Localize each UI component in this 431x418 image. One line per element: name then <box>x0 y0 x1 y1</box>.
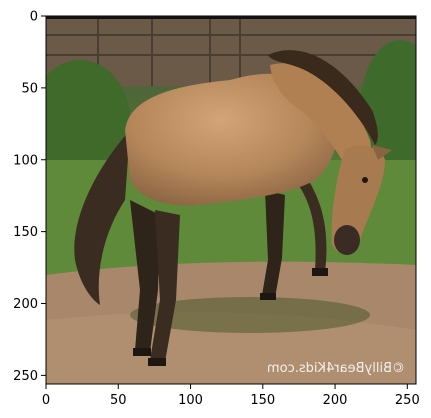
x-tick-label: 150 <box>250 393 275 408</box>
bush-right <box>360 40 416 180</box>
fence-planks <box>46 16 416 86</box>
horse-front-leg-left <box>262 190 285 298</box>
y-tick-label: 100 <box>13 153 38 168</box>
x-tick-label: 50 <box>110 393 127 408</box>
x-tick-label: 200 <box>323 393 348 408</box>
horse-eye <box>362 177 368 183</box>
horse-muzzle <box>334 225 360 255</box>
x-axis: 0 50 100 150 200 250 <box>42 384 420 408</box>
x-tick-label: 0 <box>42 393 50 408</box>
horse-ear <box>372 145 392 160</box>
horse-body <box>125 73 339 206</box>
watermark-text: ©BillyBear4Kids.com <box>267 361 405 376</box>
horse-hind-leg-right <box>150 210 180 362</box>
hoof <box>133 348 151 356</box>
hoof <box>260 293 276 300</box>
y-tick-label: 0 <box>30 10 38 25</box>
x-tick-label: 250 <box>395 393 420 408</box>
y-axis: 0 50 100 150 200 250 <box>13 10 46 384</box>
horse <box>74 50 392 366</box>
hoof <box>148 358 166 366</box>
hoof <box>312 268 328 276</box>
horse-front-leg-right <box>295 175 327 272</box>
top-black-strip <box>46 16 416 19</box>
horse-mane <box>268 50 378 146</box>
y-tick-label: 50 <box>21 81 38 96</box>
photo: ©BillyBear4Kids.com <box>46 16 416 384</box>
y-tick-label: 150 <box>13 225 38 240</box>
y-tick-label: 200 <box>13 297 38 312</box>
horse-tail <box>74 130 130 305</box>
x-tick-label: 100 <box>178 393 203 408</box>
bush-left <box>46 60 130 180</box>
y-tick-label: 250 <box>13 369 38 384</box>
horse-shadow <box>130 297 370 333</box>
horse-hind-leg-left <box>130 200 160 352</box>
horse-neck <box>270 63 371 167</box>
